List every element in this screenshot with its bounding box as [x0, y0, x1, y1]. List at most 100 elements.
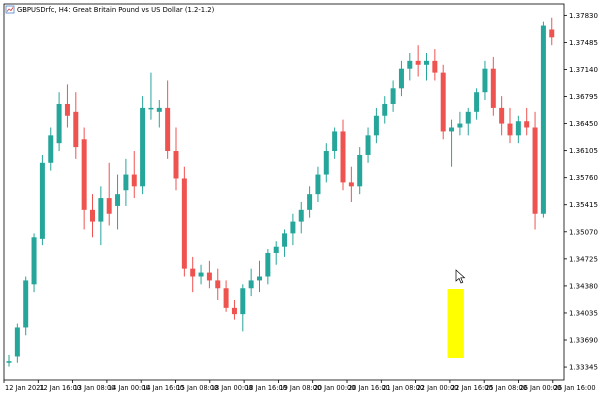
x-tick-label: 26 Jan 16:00 [554, 384, 596, 392]
candle[interactable] [148, 72, 154, 120]
candle-body-down [223, 288, 229, 308]
candle[interactable] [81, 127, 87, 230]
candle-body-up [123, 174, 129, 191]
candle[interactable] [23, 276, 29, 336]
candle[interactable] [173, 127, 179, 191]
chart-title-bar: GBPUSDrfc, H4: Great Britain Pound vs US… [5, 5, 215, 14]
x-tick-label: 13 Jan 08:00 [74, 384, 116, 392]
candle-body-up [115, 194, 121, 206]
y-tick-label: 1.33690 [569, 337, 598, 345]
candle[interactable] [440, 64, 446, 140]
candle[interactable] [307, 186, 313, 218]
x-tick-label: 14 Jan 16:00 [142, 384, 184, 392]
candle[interactable] [298, 201, 304, 234]
candle[interactable] [265, 249, 271, 285]
candle[interactable] [140, 96, 146, 195]
candle[interactable] [282, 229, 288, 257]
candle[interactable] [474, 88, 480, 120]
y-tick-label: 1.37140 [569, 66, 598, 74]
candle[interactable] [48, 127, 54, 171]
candle[interactable] [273, 241, 279, 265]
candle-body-up [156, 107, 162, 112]
candle[interactable] [449, 119, 455, 167]
candle-body-down [440, 72, 446, 132]
candle[interactable] [231, 300, 237, 320]
candle[interactable] [215, 268, 221, 301]
candle[interactable] [223, 280, 229, 312]
candle[interactable] [290, 213, 296, 246]
candle[interactable] [198, 264, 204, 285]
y-tick-label: 1.36795 [569, 93, 598, 101]
candle[interactable] [31, 233, 37, 293]
candle[interactable] [190, 256, 196, 293]
candle[interactable] [507, 107, 513, 144]
candle[interactable] [465, 107, 471, 136]
y-tick-label: 1.37485 [569, 39, 598, 47]
candle-body-up [474, 92, 480, 112]
y-tick-label: 1.34035 [569, 309, 598, 317]
candle[interactable] [432, 49, 438, 81]
candle[interactable] [482, 60, 488, 101]
candle-body-up [398, 68, 404, 89]
candle[interactable] [365, 127, 371, 163]
y-tick-label: 1.35760 [569, 174, 598, 182]
candle[interactable] [156, 100, 162, 128]
candle[interactable] [457, 111, 463, 136]
candle[interactable] [240, 284, 246, 332]
candle[interactable] [524, 107, 530, 136]
candle[interactable] [131, 151, 137, 199]
candle[interactable] [64, 84, 70, 128]
x-tick-label: 26 Jan 00:00 [520, 384, 562, 392]
candle[interactable] [90, 194, 95, 238]
candle[interactable] [340, 119, 346, 191]
candle[interactable] [382, 96, 388, 124]
candle[interactable] [357, 147, 363, 195]
candle-body-down [348, 182, 354, 187]
candle[interactable] [315, 166, 321, 202]
candle[interactable] [398, 60, 404, 97]
candle[interactable] [257, 260, 262, 293]
candle[interactable] [98, 186, 104, 246]
candle[interactable] [56, 92, 62, 152]
candle[interactable] [181, 166, 187, 277]
y-tick-label: 1.36450 [569, 120, 598, 128]
x-tick-label: 12 Jan 16:00 [39, 384, 81, 392]
x-tick-label: 25 Jan 08:00 [485, 384, 527, 392]
candle[interactable] [424, 53, 429, 81]
candle[interactable] [206, 260, 212, 289]
candle-body-down [340, 131, 346, 183]
candle[interactable] [6, 354, 12, 367]
candle[interactable] [532, 111, 538, 230]
candle-body-up [457, 123, 463, 128]
candle[interactable] [499, 96, 505, 136]
candle-body-up [14, 327, 20, 357]
candle[interactable] [415, 45, 421, 77]
candle[interactable] [14, 323, 20, 363]
candle[interactable] [348, 166, 354, 202]
candle[interactable] [106, 162, 112, 226]
candle[interactable] [540, 21, 546, 218]
candle-body-up [257, 276, 262, 281]
candle[interactable] [407, 53, 413, 81]
candle[interactable] [323, 143, 329, 183]
candle[interactable] [115, 174, 121, 230]
candle[interactable] [373, 107, 379, 144]
candle[interactable] [390, 80, 396, 112]
chart-window-icon-line [6, 7, 14, 12]
candle-body-down [64, 103, 70, 116]
candles-layer[interactable] [6, 17, 555, 367]
candle[interactable] [39, 154, 45, 246]
candle[interactable] [123, 158, 129, 206]
candle[interactable] [165, 80, 171, 159]
candle[interactable] [549, 17, 555, 46]
price-axis[interactable]: 1.37830 1.37485 1.37140 1.36795 1.36450 1.361… [564, 12, 598, 372]
candle[interactable] [73, 92, 79, 159]
candle-body-up [315, 174, 321, 195]
candle[interactable] [515, 115, 521, 144]
candle[interactable] [248, 268, 254, 297]
candle[interactable] [332, 127, 338, 159]
candle[interactable] [490, 56, 496, 116]
candle-body-up [48, 135, 54, 163]
